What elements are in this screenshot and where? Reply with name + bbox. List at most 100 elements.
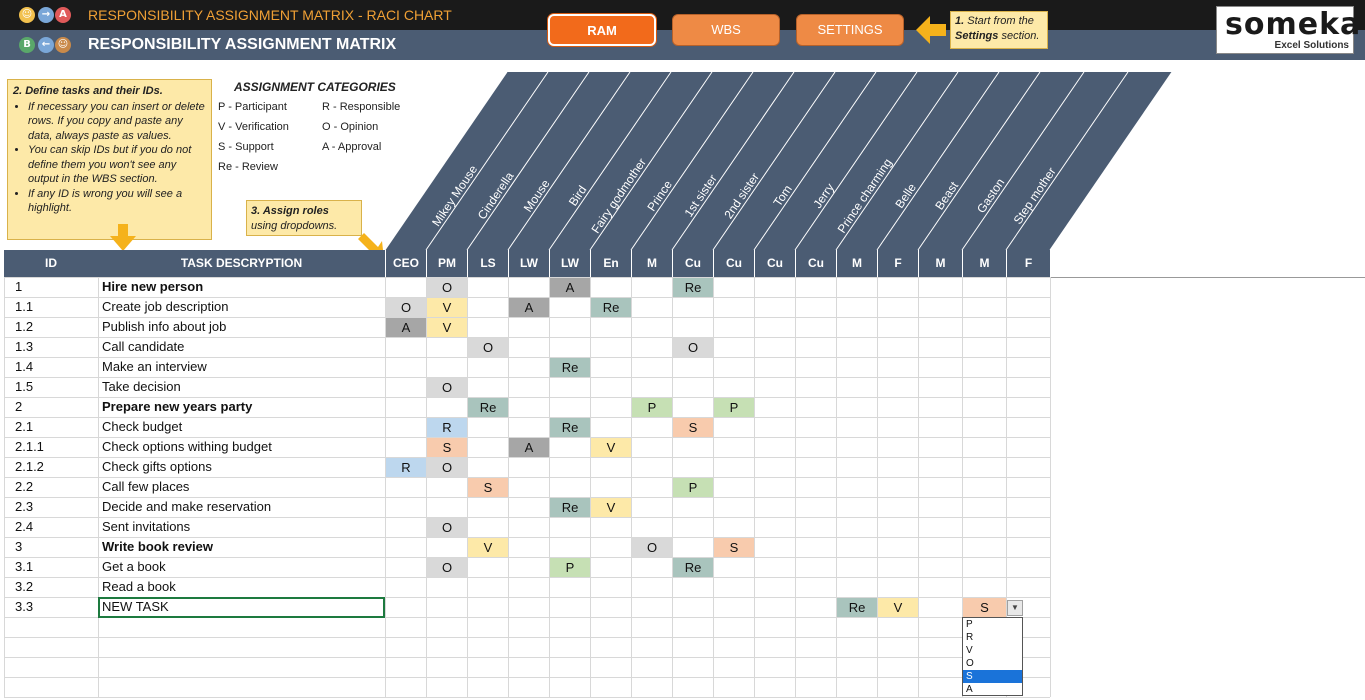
role-cell[interactable]: A: [550, 278, 590, 297]
task-id[interactable]: 2.1.1: [15, 439, 44, 454]
dropdown-option[interactable]: P: [966, 619, 973, 630]
grid-line: [4, 697, 1050, 698]
task-id[interactable]: 3.2: [15, 579, 34, 594]
dropdown-option[interactable]: V: [966, 645, 973, 656]
task-id[interactable]: 3: [15, 539, 23, 554]
task-id[interactable]: 1: [15, 279, 23, 294]
task-description[interactable]: Hire new person: [102, 279, 204, 294]
role-cell[interactable]: Re: [550, 498, 590, 517]
role-cell[interactable]: Re: [673, 278, 713, 297]
role-cell[interactable]: V: [878, 598, 918, 617]
col-header-task: TASK DESCRYPTION: [180, 256, 303, 270]
task-id[interactable]: 2.2: [15, 479, 34, 494]
task-description[interactable]: NEW TASK: [102, 599, 169, 614]
grid-line: [4, 617, 1050, 618]
dropdown-option[interactable]: A: [966, 684, 973, 695]
role-cell[interactable]: R: [427, 418, 467, 437]
grid-line: [385, 277, 386, 697]
role-cell[interactable]: O: [632, 538, 672, 557]
role-cell[interactable]: Re: [673, 558, 713, 577]
role-cell[interactable]: P: [632, 398, 672, 417]
role-cell[interactable]: Re: [550, 418, 590, 437]
role-cell[interactable]: S: [468, 478, 508, 497]
role-cell[interactable]: O: [427, 558, 467, 577]
task-description[interactable]: Make an interview: [102, 359, 207, 374]
task-description[interactable]: Create job description: [102, 299, 229, 314]
dropdown-option[interactable]: R: [966, 632, 974, 643]
ram-button[interactable]: RAM: [548, 14, 656, 46]
task-id[interactable]: 2.4: [15, 519, 34, 534]
role-cell[interactable]: O: [468, 338, 508, 357]
task-id[interactable]: 2.1.2: [15, 459, 44, 474]
role-cell[interactable]: O: [427, 458, 467, 477]
role-cell[interactable]: A: [509, 298, 549, 317]
task-id[interactable]: 1.2: [15, 319, 34, 334]
people-header-divider: [835, 71, 959, 250]
task-description[interactable]: Decide and make reservation: [102, 499, 272, 514]
role-cell[interactable]: V: [591, 438, 631, 457]
task-description[interactable]: Call candidate: [102, 339, 185, 354]
role-cell[interactable]: P: [550, 558, 590, 577]
task-description[interactable]: Write book review: [102, 539, 214, 554]
role-cell[interactable]: S: [714, 538, 754, 557]
role-cell[interactable]: O: [427, 378, 467, 397]
dropdown-option[interactable]: S: [963, 670, 1022, 683]
grid-line: [4, 477, 1050, 478]
role-cell[interactable]: Re: [550, 358, 590, 377]
note-settings-text2: section.: [998, 30, 1040, 42]
task-id[interactable]: 3.1: [15, 559, 34, 574]
task-id[interactable]: 3.3: [15, 599, 34, 614]
task-description[interactable]: Read a book: [102, 579, 176, 594]
role-cell[interactable]: Re: [591, 298, 631, 317]
task-description[interactable]: Get a book: [102, 559, 166, 574]
role-cell[interactable]: R: [386, 458, 426, 477]
col-header-role: En: [590, 250, 631, 277]
role-cell[interactable]: Re: [837, 598, 877, 617]
role-cell[interactable]: O: [427, 278, 467, 297]
task-id[interactable]: 2.1: [15, 419, 34, 434]
task-description[interactable]: Take decision: [102, 379, 181, 394]
task-description[interactable]: Sent invitations: [102, 519, 191, 534]
brand-logo[interactable]: someka Excel Solutions: [1216, 6, 1360, 54]
role-cell[interactable]: V: [468, 538, 508, 557]
role-cell[interactable]: V: [427, 298, 467, 317]
role-cell[interactable]: V: [591, 498, 631, 517]
role-cell[interactable]: O: [386, 298, 426, 317]
role-cell[interactable]: A: [386, 318, 426, 337]
task-id[interactable]: 2: [15, 399, 23, 414]
task-id[interactable]: 1.4: [15, 359, 34, 374]
role-cell[interactable]: O: [673, 338, 713, 357]
task-description[interactable]: Check gifts options: [102, 459, 212, 474]
task-id[interactable]: 2.3: [15, 499, 34, 514]
task-description[interactable]: Check options withing budget: [102, 439, 272, 454]
role-cell[interactable]: S: [963, 598, 1006, 617]
role-cell[interactable]: Re: [468, 398, 508, 417]
col-header-role: Cu: [713, 250, 754, 277]
role-cell[interactable]: S: [427, 438, 467, 457]
col-header-role: PM: [426, 250, 467, 277]
wbs-button[interactable]: WBS: [672, 14, 780, 46]
role-cell[interactable]: V: [427, 318, 467, 337]
task-description[interactable]: Publish info about job: [102, 319, 227, 334]
settings-button[interactable]: SETTINGS: [796, 14, 904, 46]
task-description[interactable]: Check budget: [102, 419, 183, 434]
role-cell[interactable]: O: [427, 518, 467, 537]
role-cell[interactable]: P: [714, 398, 754, 417]
role-cell[interactable]: S: [673, 418, 713, 437]
note-tasks-list: If necessary you can insert or delete ro…: [13, 100, 206, 216]
task-description[interactable]: Call few places: [102, 479, 190, 494]
dropdown-option[interactable]: O: [966, 658, 974, 669]
grid-line: [4, 637, 1050, 638]
col-header-role: M: [836, 250, 877, 277]
task-id[interactable]: 1.5: [15, 379, 34, 394]
role-cell[interactable]: A: [509, 438, 549, 457]
note-tasks: 2. Define tasks and their IDs. If necess…: [7, 79, 212, 240]
dropdown-arrow-icon[interactable]: ▼: [1007, 600, 1023, 616]
role-cell[interactable]: P: [673, 478, 713, 497]
task-description[interactable]: Prepare new years party: [102, 399, 253, 414]
pointer-arrow-body: [930, 24, 946, 36]
task-id[interactable]: 1.3: [15, 339, 34, 354]
task-id[interactable]: 1.1: [15, 299, 34, 314]
